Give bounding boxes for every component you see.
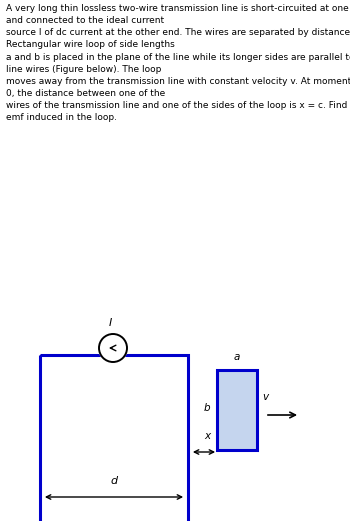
Text: d: d xyxy=(111,476,118,486)
Circle shape xyxy=(99,334,127,362)
Text: v: v xyxy=(262,392,268,402)
Text: x: x xyxy=(204,431,210,441)
Text: b: b xyxy=(203,403,210,413)
Bar xyxy=(217,370,257,450)
Text: a: a xyxy=(234,352,240,362)
Text: A very long thin lossless two-wire transmission line is short-circuited at one e: A very long thin lossless two-wire trans… xyxy=(6,4,350,122)
Text: I: I xyxy=(108,318,112,328)
Circle shape xyxy=(98,333,128,363)
Bar xyxy=(40,355,188,521)
